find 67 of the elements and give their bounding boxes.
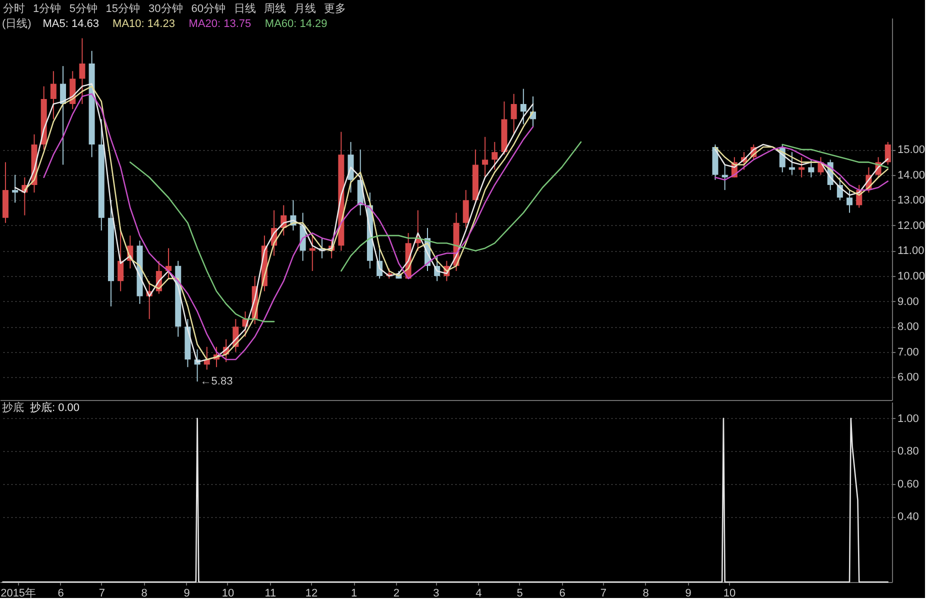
candlestick xyxy=(808,159,814,178)
text: 15分钟 xyxy=(106,3,140,15)
y-tick-label: 0.40 xyxy=(898,511,919,524)
x-tick-label: 9 xyxy=(184,588,190,600)
candlestick xyxy=(79,38,86,105)
text: 30分钟 xyxy=(148,3,183,15)
text: MA60: 14.29 xyxy=(264,18,328,30)
candlestick xyxy=(510,93,517,135)
y-tick-label: 6.00 xyxy=(898,372,919,384)
y-tick-label: 11.00 xyxy=(898,245,924,258)
candlestick xyxy=(884,141,891,166)
x-tick-label: 12 xyxy=(305,588,318,600)
y-tick-label: 0.60 xyxy=(898,478,919,490)
x-tick-label: 6 xyxy=(559,588,566,600)
x-tick-label: 7 xyxy=(600,588,606,600)
y-tick-label: 8.00 xyxy=(898,321,919,334)
text: 1分钟 xyxy=(33,3,62,15)
candlestick xyxy=(12,174,18,204)
x-tick-label: 8 xyxy=(642,588,649,600)
text: 日线 xyxy=(234,2,256,15)
candlestick xyxy=(118,230,124,292)
x-tick-label: 9 xyxy=(685,588,692,600)
text: 抄底: 0.00 xyxy=(30,401,80,414)
candlestick xyxy=(492,141,498,170)
x-tick-label: 2 xyxy=(393,588,400,600)
text: MA5: 14.63 xyxy=(42,18,100,30)
line-series xyxy=(2,418,889,583)
y-tick-label: 9.00 xyxy=(898,296,919,308)
y-tick-label: 13.00 xyxy=(898,194,926,207)
x-tick-label: 11 xyxy=(264,588,276,600)
y-tick-label: 10.00 xyxy=(898,270,926,283)
x-tick-label: 10 xyxy=(222,588,234,600)
candlestick xyxy=(520,88,526,125)
text: 分时 xyxy=(3,2,25,15)
x-tick-label: 1 xyxy=(350,588,358,600)
text: MA20: 13.75 xyxy=(188,18,252,30)
x-tick-label: 6 xyxy=(58,588,64,600)
chart-title: (日线) xyxy=(2,17,32,30)
x-tick-label: 10 xyxy=(723,588,736,600)
text: 周线 xyxy=(264,2,286,15)
y-tick-label: 1.00 xyxy=(898,412,919,425)
candlestick xyxy=(482,136,488,178)
text: 5分钟 xyxy=(69,3,98,15)
text: 更多 xyxy=(324,3,346,15)
y-tick-label: 15.00 xyxy=(898,144,926,156)
text: 月线 xyxy=(294,2,316,15)
x-tick-label: 8 xyxy=(141,588,148,600)
candlestick xyxy=(309,235,316,272)
candlestick xyxy=(50,70,56,120)
candlestick xyxy=(462,190,469,228)
text: MA10: 14.23 xyxy=(112,18,175,30)
candlestick xyxy=(798,156,805,178)
y-tick-label: 0.80 xyxy=(898,446,919,458)
y-tick-label: 12.00 xyxy=(898,220,926,232)
x-tick-label: 4 xyxy=(476,588,482,600)
x-tick-label: 3 xyxy=(433,588,440,600)
x-tick-label: 5 xyxy=(516,588,523,600)
candlestick xyxy=(788,152,795,176)
candlestick xyxy=(722,164,728,191)
x-tick-label: 7 xyxy=(98,588,105,600)
x-tick-label: 2015年 xyxy=(0,588,36,600)
candlestick xyxy=(846,190,853,214)
chart-title: 抄底 xyxy=(2,401,24,414)
text: 60分钟 xyxy=(191,3,226,15)
annotation: ←5.83 xyxy=(200,376,233,388)
y-tick-label: 14.00 xyxy=(898,169,926,182)
y-tick-label: 7.00 xyxy=(898,346,919,358)
